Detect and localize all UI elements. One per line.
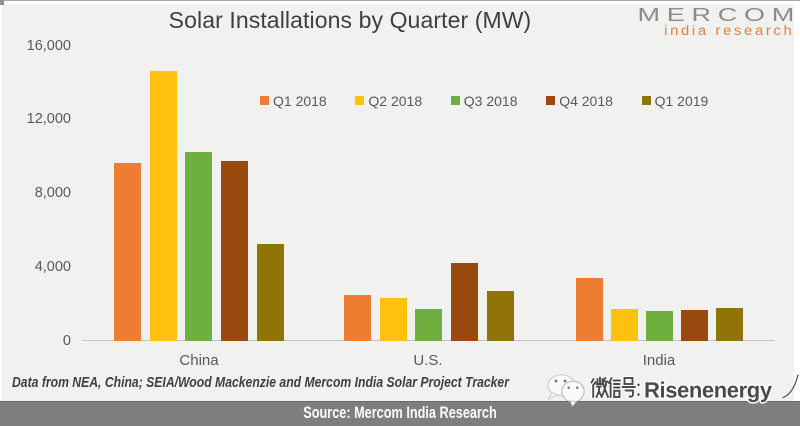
svg-text:Risenenergy: Risenenergy (644, 377, 773, 402)
